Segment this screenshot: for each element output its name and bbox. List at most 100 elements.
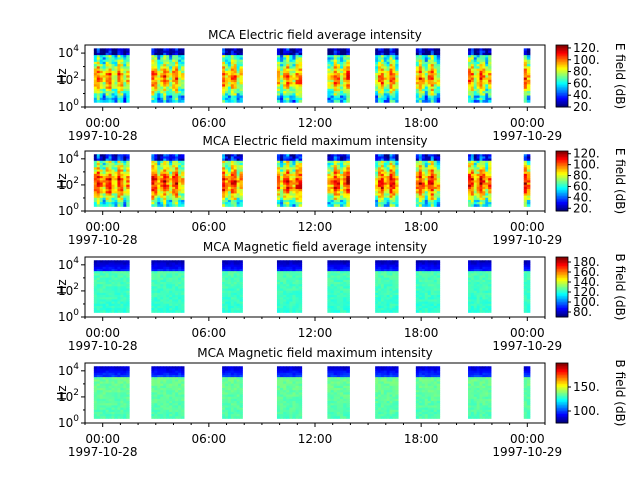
data-block — [327, 260, 350, 313]
colorbar-tick-label: 120. — [573, 285, 600, 299]
y-tick-label: 102 — [58, 282, 79, 298]
panel-2: MCA Electric field maximum intensity 104 1… — [55, 134, 627, 247]
y-tick-label: 100 — [58, 414, 79, 430]
colorbar-tick-label: 80. — [573, 65, 592, 79]
y-tick-label: 100 — [58, 308, 79, 324]
x-tick-label: 12:00 — [298, 220, 333, 234]
x-tick-label: 06:00 — [192, 326, 227, 340]
colorbar-tick-label: 100. — [573, 295, 600, 309]
data-block — [327, 48, 350, 103]
x-tick-label: 12:00 — [298, 326, 333, 340]
data-block — [415, 48, 441, 103]
colorbar: 120.100.80.60.40.20. E field (dB) — [555, 41, 627, 114]
colorbar-tick-label: 80. — [573, 305, 592, 319]
x-tick-label: 00:00 — [85, 220, 120, 234]
panel-title: MCA Magnetic field average intensity — [203, 240, 427, 254]
colorbar-tick-label: 100. — [573, 404, 600, 418]
data-block — [93, 260, 130, 313]
x-tick-label: 00:00 — [510, 432, 545, 446]
colorbar-label: E field (dB) — [613, 43, 627, 109]
data-block — [468, 260, 492, 313]
colorbar-tick-label: 60. — [573, 76, 592, 90]
data-block — [375, 154, 399, 207]
data-block — [523, 154, 531, 207]
data-block — [151, 366, 185, 419]
colorbar-tick-label: 40. — [573, 190, 592, 204]
colorbar-tick-label: 40. — [573, 88, 592, 102]
colorbar-tick-label: 60. — [573, 179, 592, 193]
colorbar-tick-label: 100. — [573, 158, 600, 172]
y-tick-label: 100 — [58, 98, 79, 114]
panel-1: MCA Electric field average intensity 104 1… — [55, 28, 627, 143]
panel-4: MCA Magnetic field maximum intensity 104 1… — [55, 346, 627, 459]
x-tick-label: 06:00 — [192, 116, 227, 130]
data-block — [222, 154, 243, 207]
x-tick-label: 00:00 — [85, 326, 120, 340]
data-block — [375, 260, 399, 313]
panel-title: MCA Electric field maximum intensity — [202, 134, 427, 148]
data-block — [327, 366, 350, 419]
x-tick-label: 00:00 — [510, 326, 545, 340]
x-tick-date: 1997-10-29 — [492, 233, 562, 247]
x-tick-label: 00:00 — [85, 116, 120, 130]
data-block — [93, 366, 130, 419]
data-block — [327, 154, 350, 207]
x-tick-date: 1997-10-28 — [68, 339, 138, 353]
colorbar-tick-label: 20. — [573, 100, 592, 114]
x-tick-date: 1997-10-29 — [492, 339, 562, 353]
x-tick-label: 00:00 — [85, 432, 120, 446]
colorbar-tick-label: 160. — [573, 265, 600, 279]
data-block — [468, 48, 492, 103]
colorbar-tick-label: 20. — [573, 201, 592, 215]
data-block — [415, 154, 441, 207]
y-tick-label: 104 — [58, 150, 79, 166]
colorbar-tick-label: 150. — [573, 380, 600, 394]
data-block — [151, 154, 185, 207]
colorbar-tick-label: 120. — [573, 147, 600, 161]
data-block — [222, 48, 243, 103]
data-block — [415, 260, 441, 313]
y-tick-label: 104 — [58, 362, 79, 378]
x-tick-label: 18:00 — [404, 116, 439, 130]
data-block — [151, 48, 185, 103]
data-block — [523, 48, 531, 103]
x-tick-date: 1997-10-29 — [492, 445, 562, 459]
data-block — [93, 48, 130, 103]
colorbar-label: E field (dB) — [613, 148, 627, 214]
panel-title: MCA Magnetic field maximum intensity — [197, 346, 433, 360]
x-tick-label: 06:00 — [192, 432, 227, 446]
panel-title: MCA Electric field average intensity — [208, 28, 422, 42]
x-tick-label: 06:00 — [192, 220, 227, 234]
x-tick-date: 1997-10-29 — [492, 129, 562, 143]
x-tick-label: 12:00 — [298, 116, 333, 130]
y-tick-label: 102 — [58, 71, 79, 87]
y-tick-label: 102 — [58, 388, 79, 404]
x-tick-label: 12:00 — [298, 432, 333, 446]
data-block — [523, 260, 531, 313]
x-tick-label: 00:00 — [510, 220, 545, 234]
x-tick-date: 1997-10-28 — [68, 445, 138, 459]
colorbar-tick-label: 180. — [573, 255, 600, 269]
data-block — [523, 366, 531, 419]
x-tick-date: 1997-10-28 — [68, 233, 138, 247]
y-axis-label: Hz — [55, 173, 69, 188]
y-tick-label: 100 — [58, 202, 79, 218]
colorbar-label: B field (dB) — [613, 360, 627, 427]
data-block — [276, 154, 303, 207]
data-block — [468, 154, 492, 207]
y-tick-label: 104 — [58, 256, 79, 272]
colorbar-tick-label: 100. — [573, 53, 600, 67]
x-tick-label: 18:00 — [404, 432, 439, 446]
data-block — [222, 366, 243, 419]
data-block — [468, 366, 492, 419]
data-block — [375, 48, 399, 103]
data-block — [151, 260, 185, 313]
y-tick-label: 104 — [58, 44, 79, 60]
x-tick-label: 00:00 — [510, 116, 545, 130]
colorbar-tick-label: 120. — [573, 41, 600, 55]
y-axis-label: Hz — [55, 68, 69, 83]
y-axis-label: Hz — [55, 385, 69, 400]
data-block — [93, 154, 130, 207]
colorbar-tick-label: 140. — [573, 275, 600, 289]
